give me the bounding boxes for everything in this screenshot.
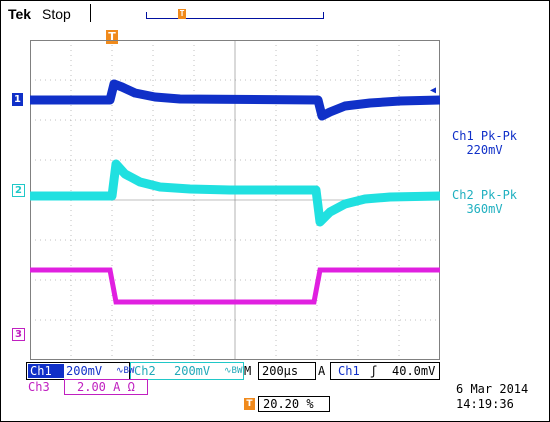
ch1-scale: 200mV	[66, 364, 103, 378]
ch1-label: Ch1	[28, 364, 64, 378]
ch2-readout-box[interactable]	[130, 362, 244, 380]
acquisition-status: Stop	[42, 6, 71, 22]
acquisition-label: A	[318, 364, 326, 378]
record-trigger-marker: T	[178, 9, 186, 19]
ch1-measurement-label: Ch1 Pk-Pk	[452, 129, 518, 143]
waveform-display[interactable]	[30, 40, 440, 360]
ch1-waveform	[30, 79, 440, 121]
ch1-ground-marker[interactable]: 1	[12, 93, 23, 106]
ch3-label: Ch3	[28, 380, 50, 394]
ch3-scale[interactable]: 2.00 A Ω	[64, 379, 148, 395]
trigger-slope-icon: ʃ	[370, 364, 378, 378]
record-position-bar[interactable]	[146, 12, 324, 19]
ch2-measurement-value: 360mV	[466, 202, 503, 216]
timebase-readout-box[interactable]	[258, 362, 316, 380]
ch3-ground-marker[interactable]: 3	[12, 328, 25, 341]
ch1-coupling-icon: ∿BW	[116, 366, 135, 376]
header-divider	[90, 4, 91, 22]
trigger-readout-box[interactable]	[330, 362, 440, 380]
trigger-position-icon: T	[244, 398, 255, 410]
trigger-source: Ch1	[338, 364, 360, 378]
capture-date: 6 Mar 2014	[456, 382, 529, 396]
capture-time: 14:19:36	[456, 397, 514, 411]
ch2-waveform	[30, 159, 440, 227]
ch2-pkpk-measurement: Ch2 Pk-Pk 360mV	[452, 188, 517, 216]
ch2-ground-marker[interactable]: 2	[12, 184, 25, 197]
ch2-label: Ch2	[134, 364, 156, 378]
trigger-level: 40.0mV	[392, 364, 436, 378]
ch3-waveform	[30, 267, 440, 305]
brand-logo: Tek	[8, 6, 32, 22]
timebase-label: M	[244, 364, 252, 378]
ch2-measurement-label: Ch2 Pk-Pk	[452, 188, 518, 202]
ch1-pkpk-measurement: Ch1 Pk-Pk 220mV	[452, 129, 517, 157]
timebase-scale: 200µs	[262, 364, 299, 378]
ch1-measurement-value: 220mV	[466, 143, 503, 157]
ch2-coupling-icon: ∿BW	[224, 366, 243, 376]
ch1-trigger-level-arrow: ◀	[430, 85, 437, 96]
trigger-position-readout[interactable]: 20.20 %	[258, 396, 330, 412]
ch2-scale: 200mV	[174, 364, 211, 378]
